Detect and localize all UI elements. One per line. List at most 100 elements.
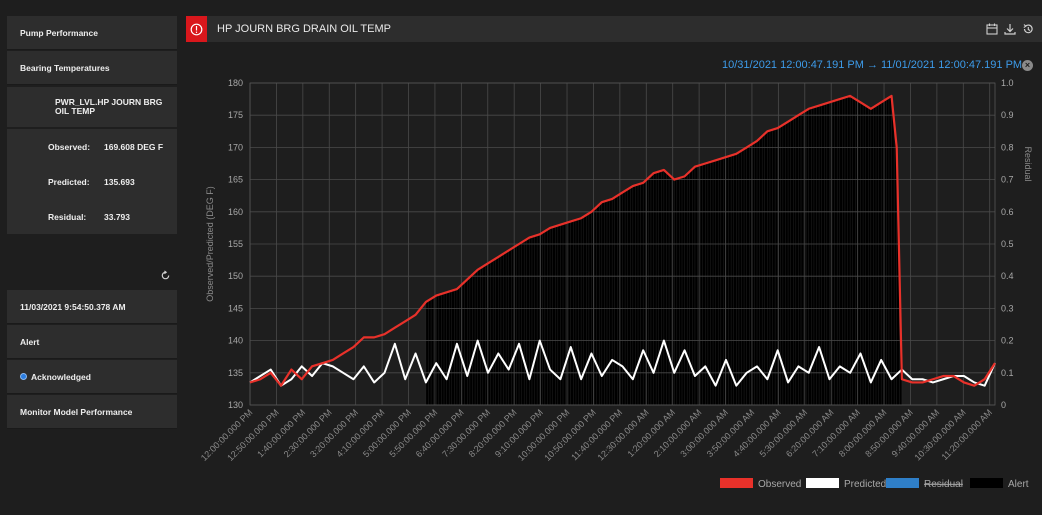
date-range-link[interactable]: 10/31/2021 12:00:47.191 PM → 11/01/2021 … xyxy=(722,59,1023,71)
observed-row: Observed: 169.608 DEG F xyxy=(7,129,177,164)
axis-layer: 130 135 140 145 150 155 160 165 170 175 180 0 0.1 0.2… xyxy=(199,78,1033,463)
pump-performance-item[interactable]: Pump Performance xyxy=(7,16,177,50)
y2-tick-label: 0.4 xyxy=(1001,271,1014,281)
history-icon[interactable] xyxy=(1022,23,1034,35)
x-tick-label: 12:50:00.000 PM xyxy=(225,407,281,463)
x-tick-label: 7:30:00.000 PM xyxy=(440,407,492,459)
x-tick-label: 2:30:00.000 PM xyxy=(282,407,334,459)
legend-label-alert: Alert xyxy=(1008,479,1029,490)
timestamp-label: 11/03/2021 9:54:50.378 AM xyxy=(20,301,126,312)
legend-swatch-observed xyxy=(720,478,753,488)
x-tick-label: 3:20:00.000 PM xyxy=(308,407,360,459)
series-layer xyxy=(249,94,996,387)
x-tick-label: 9:40:00.000 AM xyxy=(890,407,942,459)
x-tick-label: 8:20:00.000 PM xyxy=(467,407,519,459)
y-tick-label: 170 xyxy=(228,142,243,152)
chart-header: HP JOURN BRG DRAIN OIL TEMP xyxy=(186,16,1042,42)
acknowledged-label: Acknowledged xyxy=(31,371,91,382)
x-tick-label: 9:10:00.000 PM xyxy=(493,407,545,459)
clear-date-range-icon[interactable]: × xyxy=(1022,60,1033,71)
alert-label: Alert xyxy=(20,336,40,347)
x-tick-label: 10:30:00.000 AM xyxy=(913,407,968,462)
legend-swatch-residual xyxy=(886,478,919,488)
alert-layer xyxy=(425,95,903,405)
x-tick-label: 4:40:00.000 AM xyxy=(731,407,783,459)
pump-performance-label: Pump Performance xyxy=(20,27,98,38)
y-tick-label: 150 xyxy=(228,271,243,281)
x-tick-label: 11:20:00.000 AM xyxy=(939,407,994,462)
y2-tick-label: 0.3 xyxy=(1001,303,1014,313)
y-axis-title: Observed/Predicted (DEG F) xyxy=(205,186,215,302)
y2-tick-label: 0.1 xyxy=(1001,368,1014,378)
bearing-temperatures-label: Bearing Temperatures xyxy=(20,62,110,73)
bearing-temperatures-item[interactable]: Bearing Temperatures xyxy=(7,51,177,85)
x-tick-label: 7:10:00.000 AM xyxy=(810,407,862,459)
predicted-value: 135.693 xyxy=(104,176,135,187)
calendar-icon[interactable] xyxy=(986,23,998,35)
y-tick-label: 175 xyxy=(228,110,243,120)
x-tick-label: 12:00:00.000 PM xyxy=(199,407,255,463)
y-tick-label: 135 xyxy=(228,368,243,378)
y-tick-label: 180 xyxy=(228,78,243,88)
predicted-series-line xyxy=(249,339,996,387)
acknowledged-radio-icon[interactable] xyxy=(20,373,27,380)
y2-tick-label: 0.9 xyxy=(1001,110,1014,120)
y-tick-label: 145 xyxy=(228,303,243,313)
monitor-model-performance-item[interactable]: Monitor Model Performance xyxy=(7,395,177,429)
legend-layer: Observed Predicted Residual Alert xyxy=(720,478,1029,490)
x-tick-label: 5:30:00.000 AM xyxy=(758,407,810,459)
alert-indicator xyxy=(186,16,207,42)
x-tick-label: 5:00:00.000 PM xyxy=(361,407,413,459)
y-tick-label: 155 xyxy=(228,239,243,249)
x-tick-label: 8:00:00.000 AM xyxy=(837,407,889,459)
y-tick-label: 165 xyxy=(228,175,243,185)
y2-tick-label: 0.8 xyxy=(1001,142,1014,152)
legend-swatch-predicted xyxy=(806,478,839,488)
x-tick-label: 10:50:00.000 PM xyxy=(542,407,598,463)
acknowledged-item[interactable]: Acknowledged xyxy=(7,360,177,394)
residual-row: Residual: 33.793 xyxy=(7,199,177,234)
observed-value: 169.608 DEG F xyxy=(104,141,164,152)
plot-border xyxy=(249,82,996,406)
residual-label: Residual: xyxy=(48,211,87,222)
monitor-model-performance-label: Monitor Model Performance xyxy=(20,406,133,417)
observed-series-line xyxy=(249,94,996,387)
y2-tick-label: 0.6 xyxy=(1001,207,1014,217)
x-tick-label: 1:20:00.000 AM xyxy=(625,407,677,459)
alert-circle-icon xyxy=(190,23,203,35)
y2-tick-label: 1.0 xyxy=(1001,78,1014,88)
x-tick-label: 2:10:00.000 AM xyxy=(652,407,704,459)
x-tick-label: 12:30:00.000 AM xyxy=(595,407,650,462)
x-tick-label: 8:50:00.000 AM xyxy=(863,407,915,459)
x-tick-label: 11:40:00.000 PM xyxy=(569,407,624,462)
sidebar: Pump Performance Bearing Temperatures PW… xyxy=(0,0,184,515)
x-tick-label: 6:20:00.000 AM xyxy=(784,407,836,459)
alert-item[interactable]: Alert xyxy=(7,325,177,359)
y-tick-label: 130 xyxy=(228,400,243,410)
x-tick-label: 3:00:00.000 AM xyxy=(678,407,730,459)
legend-label-predicted: Predicted xyxy=(844,479,886,490)
alert-region xyxy=(425,95,902,405)
timestamp-item[interactable]: 11/03/2021 9:54:50.378 AM xyxy=(7,290,177,324)
x-tick-label: 3:50:00.000 AM xyxy=(705,407,757,459)
y2-tick-label: 0.7 xyxy=(1001,175,1014,185)
legend-label-observed: Observed xyxy=(758,479,801,490)
y2-axis-title: Residual xyxy=(1023,146,1033,181)
y2-tick-label: 0 xyxy=(1001,400,1006,410)
residual-value: 33.793 xyxy=(104,211,130,222)
legend-label-residual: Residual xyxy=(924,479,963,490)
y-tick-label: 140 xyxy=(228,336,243,346)
x-tick-label: 5:50:00.000 PM xyxy=(387,407,439,459)
chart-title: HP JOURN BRG DRAIN OIL TEMP xyxy=(217,23,391,35)
x-tick-label: 6:40:00.000 PM xyxy=(414,407,466,459)
y2-tick-label: 0.2 xyxy=(1001,336,1014,346)
y2-tick-label: 0.5 xyxy=(1001,239,1014,249)
predicted-label: Predicted: xyxy=(48,176,90,187)
observed-label: Observed: xyxy=(48,141,91,152)
refresh-icon[interactable] xyxy=(160,270,171,281)
y-tick-label: 160 xyxy=(228,207,243,217)
grid-layer xyxy=(249,82,996,406)
download-icon[interactable] xyxy=(1004,23,1016,35)
x-tick-label: 1:40:00.000 PM xyxy=(255,407,307,459)
tag-name: PWR_LVL.HP JOURN BRG OIL TEMP xyxy=(7,87,177,127)
